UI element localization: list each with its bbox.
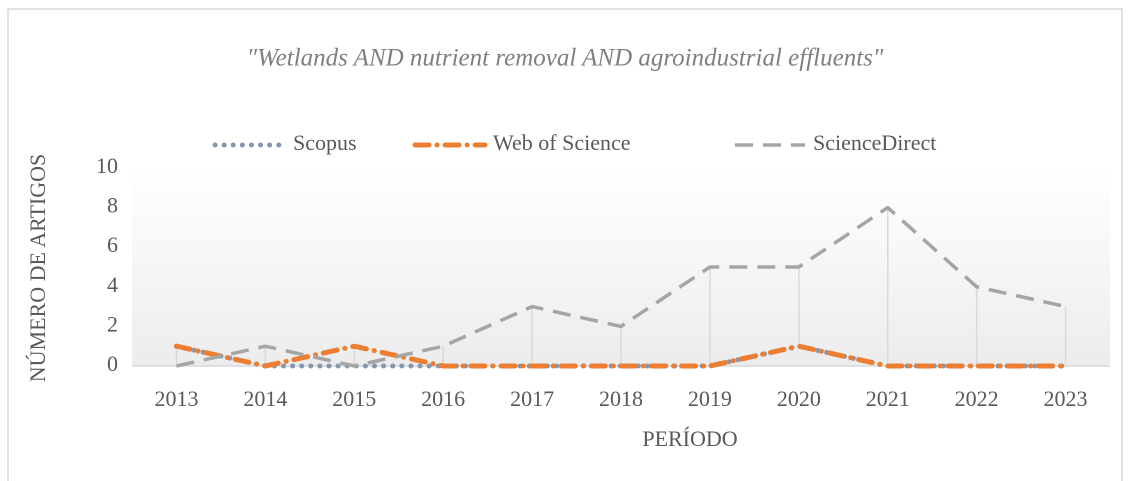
chart-title: "Wetlands AND nutrient removal AND agroi… [247,45,884,72]
x-tick-label: 2014 [243,386,287,411]
x-tick-label: 2017 [510,386,554,411]
x-tick-label: 2016 [421,386,465,411]
legend-label: Web of Science [493,130,631,155]
x-tick-label: 2023 [1044,386,1088,411]
series-line [176,205,1066,368]
x-tick-label: 2022 [955,386,999,411]
series-line [173,343,1069,369]
x-tick-label: 2015 [332,386,376,411]
chart-border [7,8,1123,481]
y-tick-label: 8 [107,193,118,218]
y-tick-label: 6 [107,232,118,257]
legend-label: ScienceDirect [813,130,936,155]
y-tick-label: 2 [107,311,118,336]
x-tick-label: 2018 [599,386,643,411]
y-tick-label: 10 [96,153,118,178]
y-axis-title: NÚMERO DE ARTIGOS [25,154,50,382]
x-tick-label: 2013 [154,386,198,411]
y-tick-label: 4 [107,272,118,297]
x-tick-label: 2020 [777,386,821,411]
x-axis-title: PERÍODO [642,426,737,451]
x-tick-label: 2021 [866,386,910,411]
y-tick-label: 0 [107,351,118,376]
x-tick-label: 2019 [688,386,732,411]
legend-label: Scopus [293,130,357,155]
